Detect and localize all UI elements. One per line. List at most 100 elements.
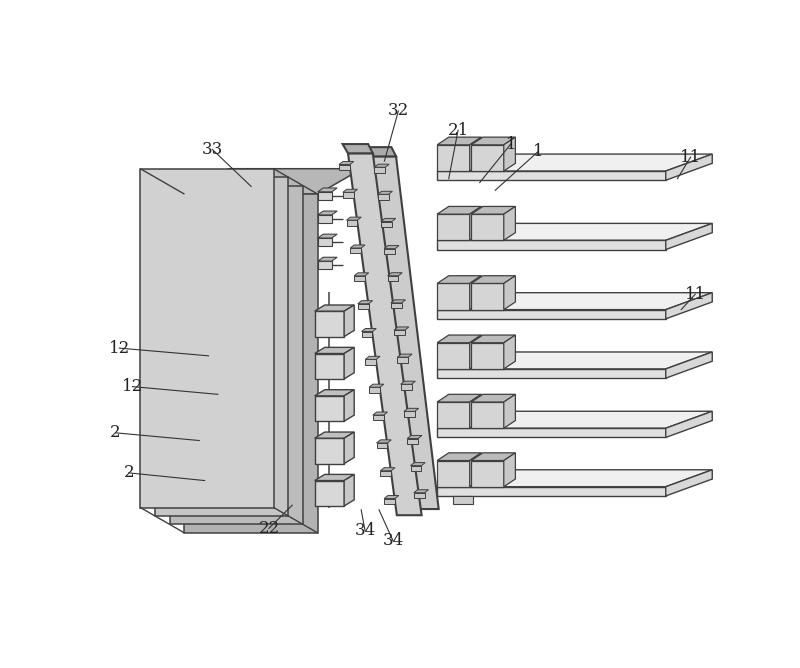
Polygon shape: [437, 240, 666, 250]
Polygon shape: [666, 352, 712, 378]
Polygon shape: [380, 471, 391, 476]
Polygon shape: [666, 411, 712, 438]
Polygon shape: [366, 359, 376, 365]
Polygon shape: [350, 248, 361, 253]
Polygon shape: [318, 211, 337, 215]
Polygon shape: [471, 145, 504, 171]
Polygon shape: [185, 169, 362, 194]
Polygon shape: [185, 194, 318, 533]
Polygon shape: [504, 276, 515, 310]
Polygon shape: [414, 493, 425, 498]
Polygon shape: [318, 261, 332, 269]
Polygon shape: [314, 480, 344, 506]
Polygon shape: [342, 189, 358, 192]
Text: 1: 1: [506, 136, 516, 152]
Polygon shape: [377, 440, 391, 443]
Polygon shape: [314, 353, 344, 379]
Polygon shape: [437, 487, 666, 496]
Polygon shape: [454, 496, 473, 504]
Polygon shape: [344, 305, 354, 337]
Text: 11: 11: [685, 286, 706, 303]
Polygon shape: [387, 276, 398, 281]
Polygon shape: [318, 257, 337, 261]
Text: 1: 1: [533, 143, 543, 160]
Polygon shape: [404, 411, 414, 417]
Polygon shape: [381, 222, 392, 227]
Polygon shape: [407, 438, 418, 444]
Polygon shape: [666, 293, 712, 319]
Polygon shape: [470, 453, 482, 487]
Polygon shape: [374, 167, 386, 172]
Text: 32: 32: [388, 102, 409, 120]
Polygon shape: [437, 352, 712, 369]
Polygon shape: [666, 470, 712, 496]
Text: 22: 22: [258, 520, 279, 537]
Polygon shape: [437, 206, 482, 214]
Polygon shape: [437, 310, 666, 319]
Polygon shape: [344, 432, 354, 464]
Polygon shape: [437, 460, 470, 487]
Polygon shape: [384, 496, 399, 498]
Polygon shape: [339, 162, 354, 164]
Polygon shape: [314, 474, 354, 480]
Polygon shape: [401, 384, 411, 389]
Polygon shape: [344, 474, 354, 506]
Text: 11: 11: [680, 149, 701, 166]
Text: 21: 21: [447, 122, 469, 139]
Polygon shape: [342, 192, 354, 198]
Polygon shape: [437, 402, 470, 428]
Polygon shape: [504, 453, 515, 487]
Polygon shape: [437, 335, 482, 343]
Polygon shape: [470, 335, 482, 369]
Polygon shape: [401, 381, 415, 384]
Text: 34: 34: [354, 522, 376, 539]
Polygon shape: [437, 411, 712, 428]
Polygon shape: [391, 300, 406, 303]
Polygon shape: [314, 396, 344, 422]
Polygon shape: [437, 428, 666, 438]
Polygon shape: [504, 206, 515, 240]
Polygon shape: [471, 335, 515, 343]
Polygon shape: [314, 438, 344, 464]
Polygon shape: [437, 293, 712, 310]
Polygon shape: [342, 144, 373, 154]
Polygon shape: [394, 327, 409, 330]
Polygon shape: [346, 217, 362, 220]
Polygon shape: [318, 192, 332, 200]
Polygon shape: [373, 415, 384, 420]
Polygon shape: [373, 412, 387, 415]
Polygon shape: [471, 453, 515, 460]
Polygon shape: [437, 171, 666, 180]
Polygon shape: [354, 273, 369, 276]
Polygon shape: [470, 394, 482, 428]
Polygon shape: [437, 214, 470, 240]
Polygon shape: [470, 206, 482, 240]
Polygon shape: [318, 215, 332, 222]
Polygon shape: [437, 283, 470, 310]
Polygon shape: [471, 214, 504, 240]
Polygon shape: [374, 164, 389, 167]
Polygon shape: [314, 347, 354, 353]
Polygon shape: [437, 276, 482, 283]
Polygon shape: [404, 408, 418, 411]
Text: 12: 12: [122, 378, 143, 395]
Polygon shape: [369, 384, 384, 387]
Polygon shape: [362, 331, 373, 337]
Polygon shape: [377, 443, 387, 448]
Polygon shape: [394, 330, 405, 335]
Polygon shape: [504, 137, 515, 171]
Polygon shape: [358, 301, 373, 304]
Polygon shape: [381, 218, 396, 222]
Polygon shape: [344, 389, 354, 422]
Polygon shape: [339, 164, 350, 170]
Polygon shape: [362, 329, 376, 331]
Polygon shape: [354, 276, 365, 281]
Polygon shape: [344, 347, 354, 379]
Polygon shape: [471, 343, 504, 369]
Polygon shape: [437, 369, 666, 378]
Polygon shape: [470, 276, 482, 310]
Polygon shape: [437, 343, 470, 369]
Polygon shape: [471, 402, 504, 428]
Polygon shape: [314, 311, 344, 337]
Text: 33: 33: [202, 141, 223, 158]
